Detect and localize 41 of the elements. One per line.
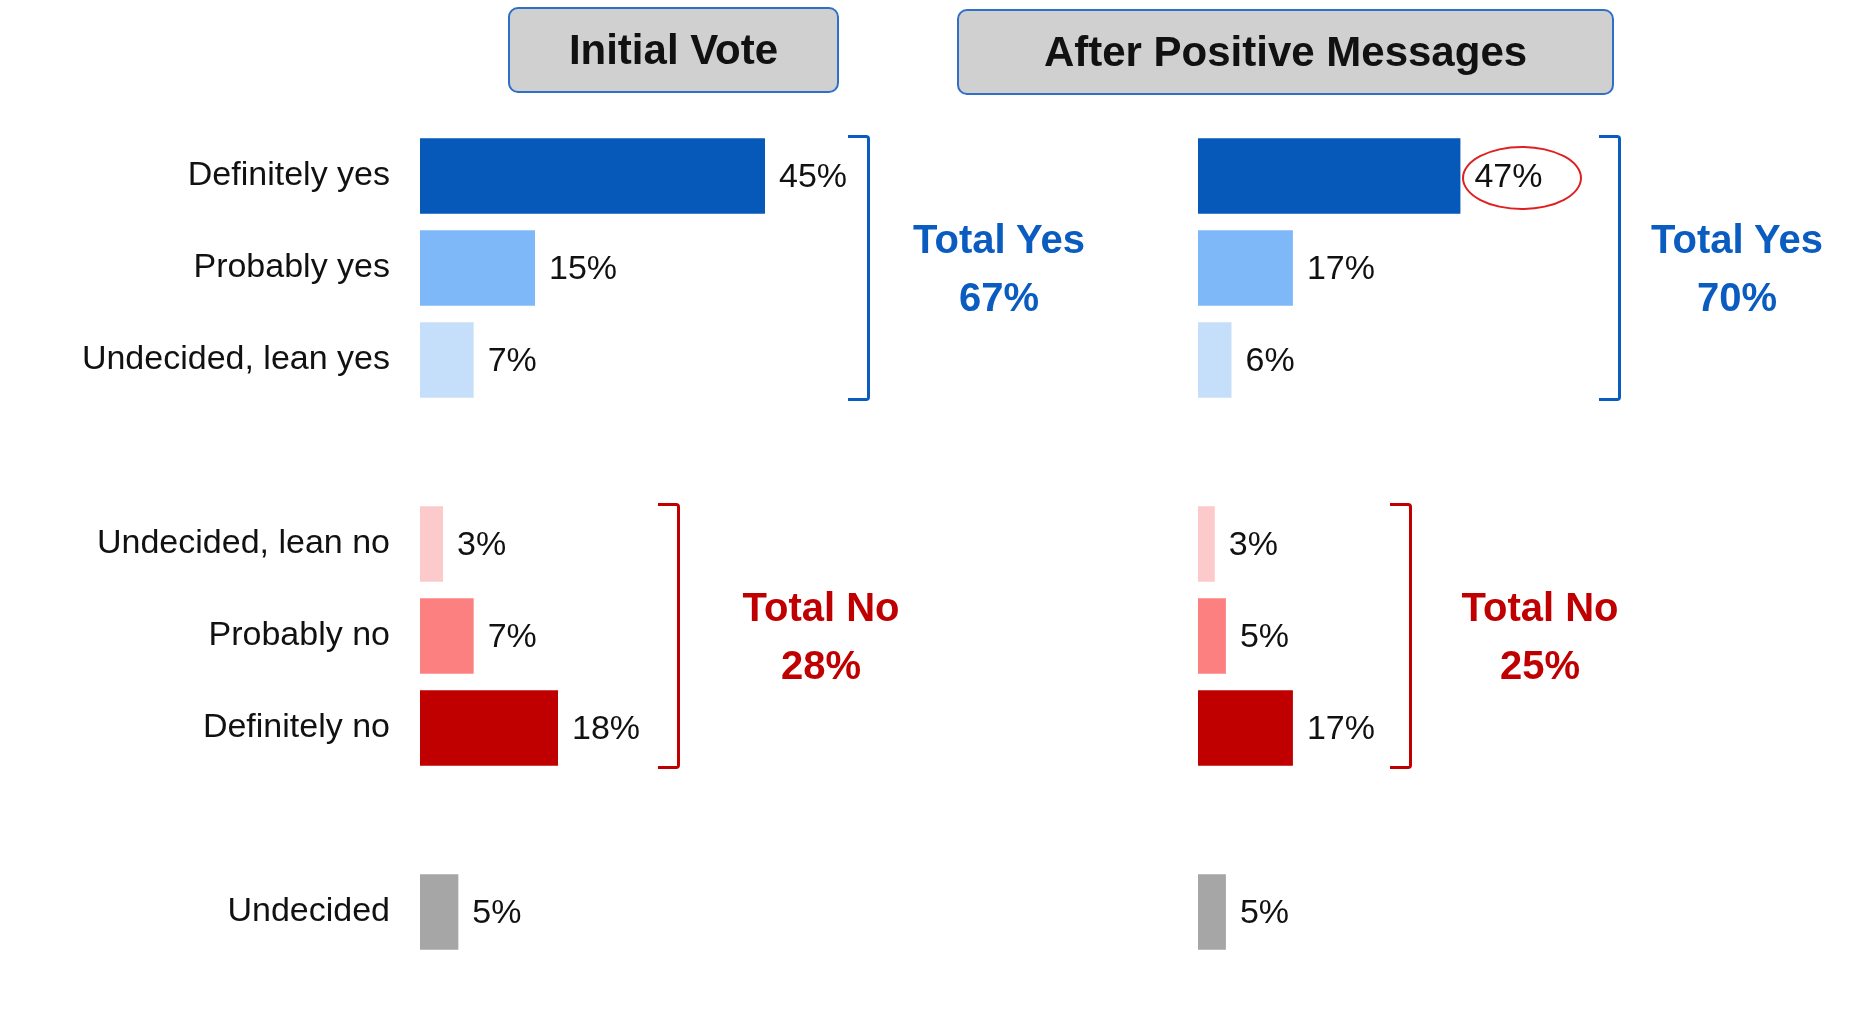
text: Total No 25% bbox=[1461, 584, 1619, 689]
bar bbox=[1198, 506, 1215, 582]
data-label: 7% bbox=[487, 340, 537, 379]
y-tick-label: Undecided bbox=[227, 890, 390, 929]
bar bbox=[1198, 138, 1461, 214]
bar bbox=[1198, 322, 1232, 398]
y-tick-label: Undecided, lean yes bbox=[81, 338, 390, 377]
annotation: Total No 28% bbox=[742, 584, 900, 689]
bar bbox=[420, 690, 558, 766]
data-label: 47% bbox=[1474, 156, 1543, 195]
text: Total Yes 70% bbox=[1651, 216, 1823, 321]
chart-title: After Positive Messages bbox=[957, 9, 1614, 95]
data-label: 7% bbox=[487, 616, 537, 655]
bar bbox=[420, 138, 765, 214]
data-label: 5% bbox=[1239, 616, 1290, 655]
bar bbox=[420, 598, 474, 674]
bar bbox=[1198, 874, 1226, 950]
bar bbox=[420, 506, 443, 582]
data-label: 3% bbox=[1228, 524, 1278, 563]
bar bbox=[1198, 598, 1226, 674]
data-label: 15% bbox=[549, 248, 618, 287]
data-label: 18% bbox=[572, 708, 641, 747]
data-label: 5% bbox=[472, 892, 522, 931]
bar bbox=[420, 874, 459, 950]
y-tick-label: Probably yes bbox=[193, 246, 390, 285]
y-tick-label: Undecided, lean no bbox=[96, 522, 390, 561]
y-tick-label: Probably no bbox=[208, 614, 390, 653]
bar bbox=[1198, 690, 1293, 766]
data-label: 5% bbox=[1239, 892, 1290, 931]
data-label: 3% bbox=[457, 524, 507, 563]
chart-title: Initial Vote bbox=[508, 7, 839, 93]
y-tick-label: Definitely yes bbox=[187, 154, 390, 193]
bar bbox=[1198, 230, 1293, 306]
bar bbox=[420, 322, 474, 398]
y-tick-label: Definitely no bbox=[202, 706, 390, 745]
bar bbox=[420, 230, 535, 306]
text: Total Yes 67% bbox=[913, 216, 1085, 321]
data-label: 17% bbox=[1306, 248, 1375, 287]
data-label: 17% bbox=[1306, 708, 1375, 747]
data-label: 6% bbox=[1245, 340, 1295, 379]
data-label: 45% bbox=[779, 156, 848, 195]
